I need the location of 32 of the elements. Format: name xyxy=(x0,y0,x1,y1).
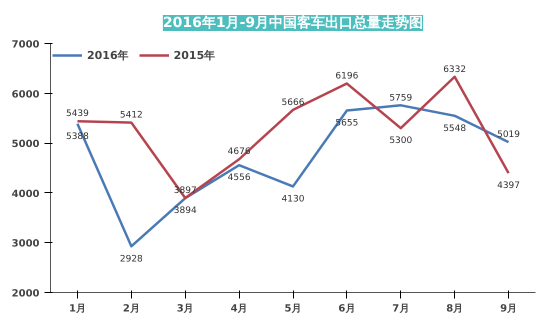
data-label: 3894 xyxy=(174,206,197,216)
legend-label: 2016年 xyxy=(87,48,129,62)
data-label: 2928 xyxy=(120,254,144,264)
data-label: 6196 xyxy=(335,72,359,82)
x-tick-label: 7月 xyxy=(392,304,410,314)
legend-label: 2015年 xyxy=(174,48,216,62)
data-label: 4397 xyxy=(497,181,520,192)
data-label: 5548 xyxy=(443,124,466,134)
x-tick-label: 2月 xyxy=(122,304,140,314)
data-label: 5439 xyxy=(66,109,90,120)
data-label: 5019 xyxy=(497,130,520,140)
y-tick-label: 4000 xyxy=(12,188,40,200)
data-label: 4556 xyxy=(228,173,251,184)
x-tick-label: 1月 xyxy=(68,304,86,314)
chart-title: 2016年1月-9月中国客车出口总量走势图 xyxy=(162,14,424,31)
data-label: 5666 xyxy=(282,98,305,108)
x-tick-label: 9月 xyxy=(500,304,518,314)
data-label: 5412 xyxy=(120,110,143,121)
data-label: 6332 xyxy=(443,64,466,75)
x-tick-label: 8月 xyxy=(446,304,464,314)
y-tick-label: 6000 xyxy=(12,89,40,100)
y-tick-label: 7000 xyxy=(12,40,40,50)
data-label: 5300 xyxy=(389,136,413,146)
x-tick-label: 3月 xyxy=(176,304,194,314)
x-tick-label: 6月 xyxy=(338,304,356,314)
x-tick-label: 4月 xyxy=(230,304,248,314)
x-tick-label: 5月 xyxy=(284,304,302,314)
y-tick-label: 5000 xyxy=(12,139,40,150)
data-label: 5759 xyxy=(389,93,413,104)
y-tick-label: 2000 xyxy=(12,288,40,300)
y-tick-label: 3000 xyxy=(12,238,40,250)
data-label: 4130 xyxy=(282,194,305,204)
